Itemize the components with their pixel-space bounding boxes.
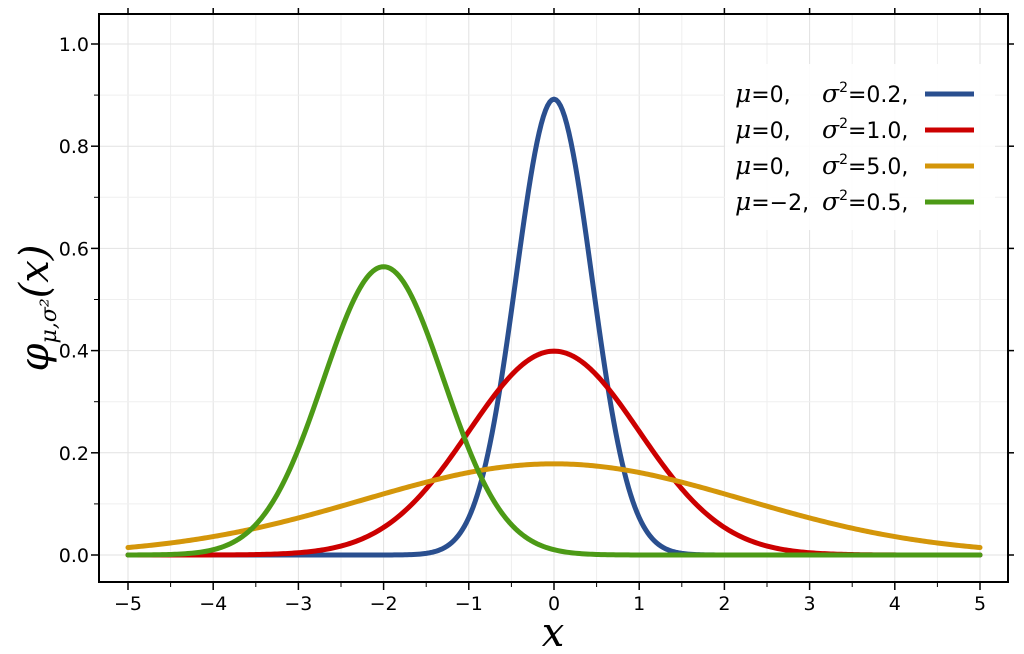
y-axis-label-arg: (x) bbox=[12, 245, 58, 299]
y-tick-label: 0.0 bbox=[59, 545, 89, 567]
x-tick-label: −3 bbox=[284, 593, 312, 615]
y-tick-label: 1.0 bbox=[59, 34, 89, 56]
legend-label-4: μ=−2, σ2=0.5, bbox=[735, 187, 908, 216]
y-axis-label-main: φ bbox=[12, 343, 58, 371]
y-axis-label: φμ,σ²(x) bbox=[12, 245, 62, 372]
x-tick-label: −4 bbox=[199, 593, 227, 615]
y-tick-label: 0.2 bbox=[59, 443, 89, 465]
x-tick-label: 1 bbox=[633, 593, 645, 615]
y-tick-label: 0.6 bbox=[59, 238, 89, 260]
x-tick-label: 3 bbox=[804, 593, 816, 615]
x-tick-label: 2 bbox=[718, 593, 730, 615]
y-axis-label-sub: μ,σ² bbox=[37, 298, 62, 343]
x-axis-label: x bbox=[542, 610, 565, 654]
series-line-3 bbox=[125, 461, 983, 551]
legend-label-2: μ=0, σ2=1.0, bbox=[735, 115, 908, 144]
series-line-4 bbox=[125, 264, 983, 558]
x-tick-label: 4 bbox=[889, 593, 901, 615]
tick-labels: −5 −4 −3 −2 −1 0 1 2 3 4 5 0.0 0.2 0.4 0.6 0.8 1.0 bbox=[59, 34, 986, 615]
x-tick-label: 0 bbox=[548, 593, 560, 615]
y-tick-label: 0.8 bbox=[59, 136, 89, 158]
y-tick-label: 0.4 bbox=[59, 341, 89, 363]
legend-label-3: μ=0, σ2=5.0, bbox=[735, 151, 908, 180]
legend: μ=0, σ2=0.2, μ=0, σ2=1.0, μ=0, σ2=5.0, μ=−2, σ2… bbox=[725, 64, 995, 230]
curves bbox=[125, 96, 983, 558]
x-tick-label: 5 bbox=[974, 593, 986, 615]
x-tick-label: −1 bbox=[455, 593, 483, 615]
plot-frame bbox=[98, 13, 1009, 583]
x-tick-label: −5 bbox=[114, 593, 142, 615]
x-tick-label: −2 bbox=[370, 593, 398, 615]
svg-text:φμ,σ²(x): φμ,σ²(x) bbox=[12, 245, 62, 372]
legend-label-1: μ=0, σ2=0.2, bbox=[735, 79, 908, 108]
